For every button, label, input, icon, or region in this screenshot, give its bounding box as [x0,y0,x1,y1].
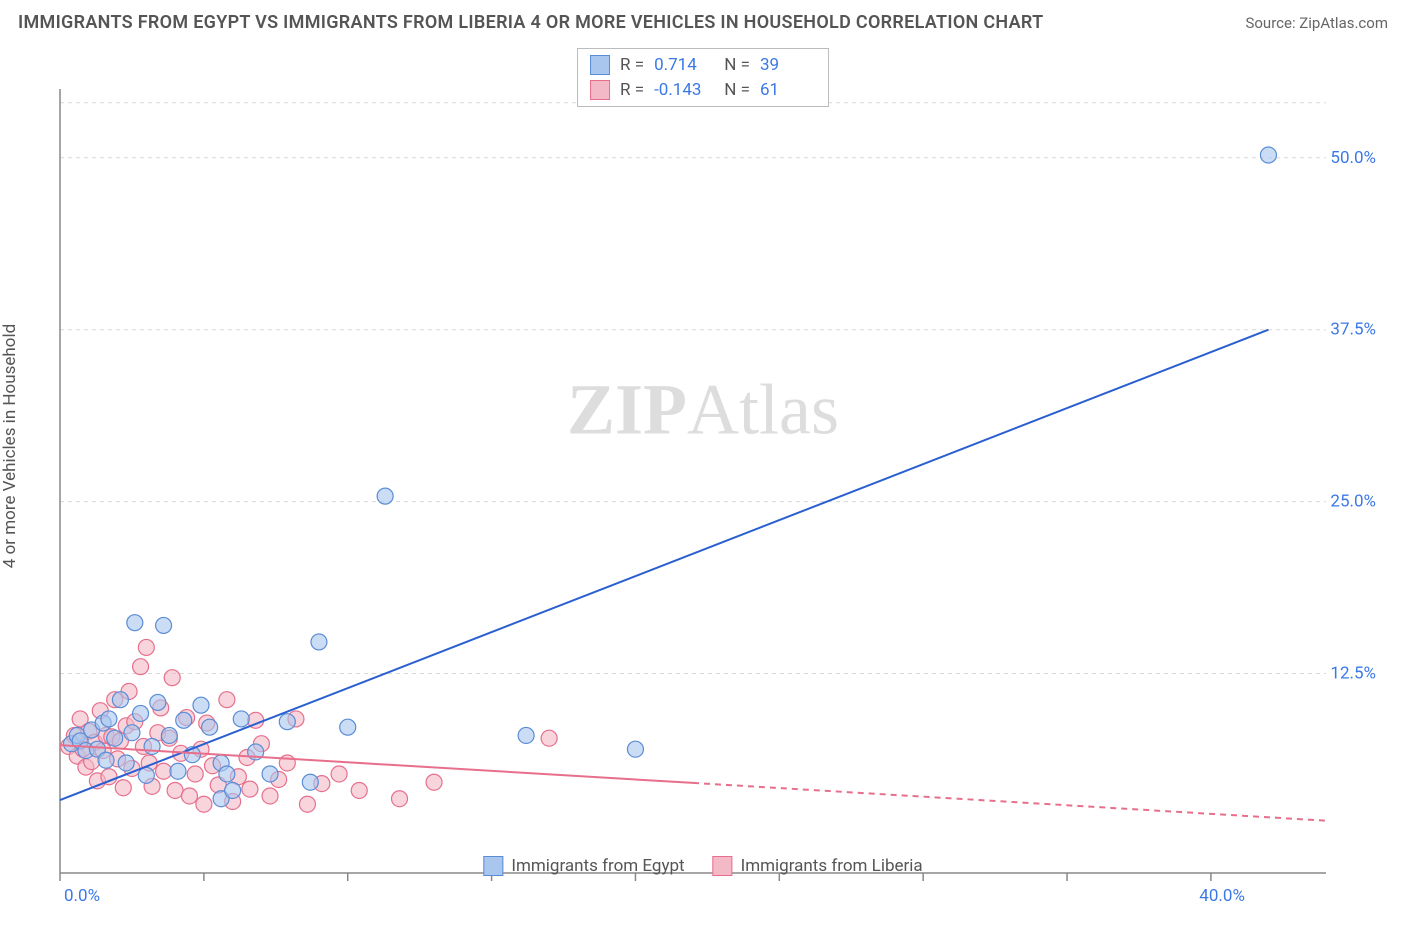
r-label: R = [620,53,644,78]
legend-item-egypt: Immigrants from Egypt [483,856,684,876]
r-label: R = [620,78,644,103]
chart-title: IMMIGRANTS FROM EGYPT VS IMMIGRANTS FROM… [18,12,1043,33]
stats-row-egypt: R = 0.714 N = 39 [590,53,816,78]
title-bar: IMMIGRANTS FROM EGYPT VS IMMIGRANTS FROM… [0,0,1406,41]
swatch-egypt [590,55,610,75]
svg-text:25.0%: 25.0% [1330,492,1376,512]
svg-text:0.0%: 0.0% [64,886,100,906]
legend-bottom: Immigrants from Egypt Immigrants from Li… [483,856,922,876]
legend-item-liberia: Immigrants from Liberia [713,856,923,876]
scatter-chart: 12.5% 25.0% 37.5% 50.0% 0.0% 40.0% [0,41,1406,933]
n-label: N = [720,78,750,103]
r-value-liberia: -0.143 [654,78,710,103]
y-axis-label: 4 or more Vehicles in Household [0,324,20,568]
svg-text:50.0%: 50.0% [1330,148,1376,168]
svg-text:40.0%: 40.0% [1199,886,1245,906]
stats-legend: R = 0.714 N = 39 R = -0.143 N = 61 [577,48,829,107]
stats-row-liberia: R = -0.143 N = 61 [590,78,816,103]
n-value-liberia: 61 [760,78,816,103]
svg-text:12.5%: 12.5% [1330,664,1376,684]
r-value-egypt: 0.714 [654,53,710,78]
swatch-egypt [483,856,503,876]
svg-text:37.5%: 37.5% [1330,320,1376,340]
n-value-egypt: 39 [760,53,816,78]
swatch-liberia [713,856,733,876]
n-label: N = [720,53,750,78]
legend-label-liberia: Immigrants from Liberia [741,856,923,876]
swatch-liberia [590,80,610,100]
source-label: Source: ZipAtlas.com [1245,14,1388,32]
legend-label-egypt: Immigrants from Egypt [511,856,684,876]
